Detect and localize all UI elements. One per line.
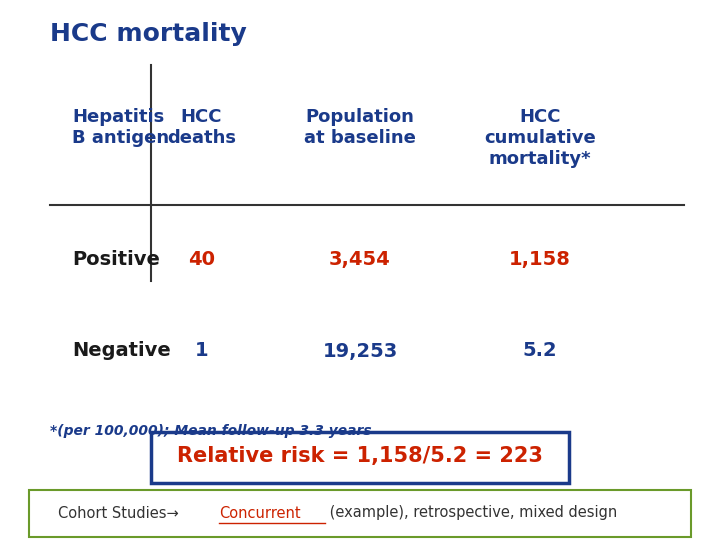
Text: *(per 100,000); Mean follow-up 3.3 years: *(per 100,000); Mean follow-up 3.3 years bbox=[50, 424, 372, 438]
Text: 19,253: 19,253 bbox=[323, 341, 397, 361]
Text: Population
at baseline: Population at baseline bbox=[304, 108, 416, 147]
Text: Cohort Studies→: Cohort Studies→ bbox=[58, 505, 183, 521]
Text: (example), retrospective, mixed design: (example), retrospective, mixed design bbox=[325, 505, 617, 521]
Text: Negative: Negative bbox=[72, 341, 171, 361]
Text: 1: 1 bbox=[195, 341, 208, 361]
Text: Hepatitis
B antigen: Hepatitis B antigen bbox=[72, 108, 169, 147]
Text: 1,158: 1,158 bbox=[509, 249, 571, 269]
Text: Relative risk = 1,158/5.2 = 223: Relative risk = 1,158/5.2 = 223 bbox=[177, 446, 543, 467]
Text: 5.2: 5.2 bbox=[523, 341, 557, 361]
Text: HCC
deaths: HCC deaths bbox=[167, 108, 236, 147]
FancyBboxPatch shape bbox=[29, 490, 691, 537]
Text: Concurrent: Concurrent bbox=[220, 505, 301, 521]
Text: HCC mortality: HCC mortality bbox=[50, 22, 247, 45]
Text: 3,454: 3,454 bbox=[329, 249, 391, 269]
Text: 40: 40 bbox=[188, 249, 215, 269]
FancyBboxPatch shape bbox=[151, 432, 569, 483]
Text: Positive: Positive bbox=[72, 249, 160, 269]
Text: HCC
cumulative
mortality*: HCC cumulative mortality* bbox=[484, 108, 596, 167]
